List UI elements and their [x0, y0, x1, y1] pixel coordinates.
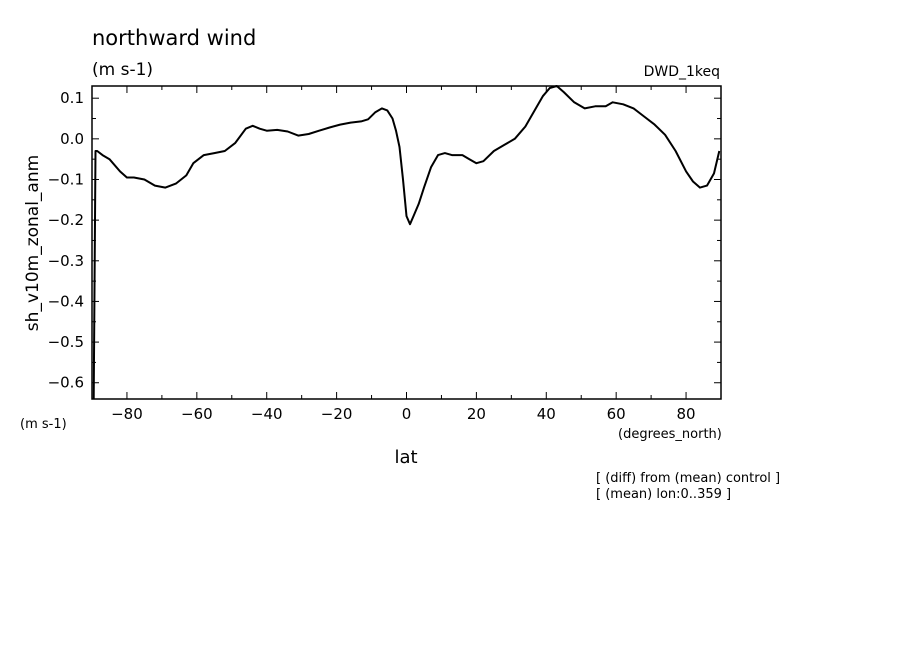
y-tick-label: 0.1 [60, 89, 84, 107]
x-axis-label: lat [394, 447, 417, 468]
y-tick-label: −0.3 [48, 252, 84, 270]
annotation-diff: [ (diff) from (mean) control ] [596, 471, 780, 486]
x-tick-label: 40 [537, 405, 556, 423]
y-axis-label: sh_v10m_zonal_anm [23, 155, 43, 331]
chart-units-label: (m s-1) [92, 60, 153, 80]
chart-title: northward wind [92, 26, 256, 50]
x-tick-label: 0 [402, 405, 412, 423]
y-tick-label: −0.2 [48, 211, 84, 229]
annotation-mean: [ (mean) lon:0..359 ] [596, 487, 731, 502]
y-tick-label: −0.5 [48, 333, 84, 351]
x-units-label: (degrees_north) [618, 427, 722, 442]
x-tick-label: −20 [321, 405, 353, 423]
y-tick-label: −0.1 [48, 170, 84, 188]
x-tick-label: −60 [181, 405, 213, 423]
y-tick-label: 0.0 [60, 130, 84, 148]
x-tick-label: −40 [251, 405, 283, 423]
y-tick-label: −0.4 [48, 292, 84, 310]
x-tick-label: 60 [607, 405, 626, 423]
x-tick-label: 20 [467, 405, 486, 423]
series-line [92, 85, 721, 400]
y-units-label: (m s-1) [20, 417, 67, 432]
x-tick-label: −80 [111, 405, 143, 423]
plot-frame [91, 85, 722, 400]
dataset-label: DWD_1keq [644, 64, 720, 80]
y-tick-label: −0.6 [48, 374, 84, 392]
x-tick-label: 80 [677, 405, 696, 423]
